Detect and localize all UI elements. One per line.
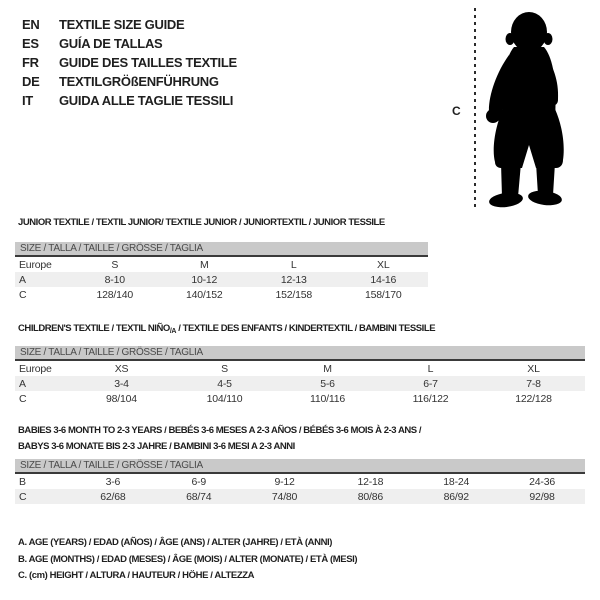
value-cell: 122/128 [515,392,552,405]
value-cell: 14-16 [338,272,428,287]
language-title-list: EN TEXTILE SIZE GUIDE ES GUÍA DE TALLAS … [22,15,237,110]
value-cell: 9-12 [274,475,295,488]
junior-section-title: JUNIOR TEXTILE / TEXTIL JUNIOR/ TEXTILE … [18,217,385,228]
value-cell: 86/92 [413,489,500,504]
language-code: DE [22,74,40,89]
value-cell: 18-24 [443,475,470,488]
row-label-cell: A [15,272,70,287]
language-row: IT GUIDA ALLE TAGLIE TESSILI [22,91,237,110]
footnote-c: C. (cm) HEIGHT / ALTURA / HAUTEUR / HÖHE… [18,570,255,581]
value-cell: XL [527,362,540,375]
language-code: ES [22,36,39,51]
table-row: Europe S M L XL [15,257,428,272]
value-cell: 152/158 [275,288,313,301]
footnotes: A. AGE (YEARS) / EDAD (AÑOS) / ÂGE (ANS)… [18,535,358,585]
value-cell: 10-12 [159,272,249,287]
babies-title-line2: BABYS 3-6 MONATE BIS 2-3 JAHRE / BAMBINI… [18,440,295,452]
table-row: C 128/140 140/152 152/158 158/170 [15,287,428,302]
value-cell: 80/86 [327,489,414,504]
row-label-cell: B [19,475,26,488]
value-cell: 8-10 [70,272,160,287]
language-code: IT [22,93,33,108]
value-cell: 128/140 [96,288,134,301]
value-cell: 24-36 [529,475,555,488]
language-row: DE TEXTILGRÖßENFÜHRUNG [22,72,237,91]
row-label-cell: C [15,489,70,504]
value-cell: 12-18 [357,475,384,488]
children-title-text: / TEXTILE DES ENFANTS / KINDERTEXTIL / B… [176,323,436,334]
language-code: EN [22,17,40,32]
babies-section-title: BABIES 3-6 MONTH TO 2-3 YEARS / BEBÉS 3-… [18,423,422,454]
value-cell: 116/122 [412,392,449,405]
table-row: A 8-10 10-12 12-13 14-16 [15,272,428,287]
height-measure-dotted-line [474,8,476,208]
value-cell: 3-6 [105,475,121,488]
value-cell: 74/80 [241,489,328,504]
value-cell: 104/110 [206,392,243,405]
language-row: FR GUIDE DES TAILLES TEXTILE [22,53,237,72]
baby-silhouette-icon [486,12,564,208]
children-title-text: CHILDREN'S TEXTILE / TEXTIL NIÑO [18,323,170,334]
value-cell: 3-4 [70,376,173,391]
table-row: A 3-4 4-5 5-6 6-7 7-8 [15,376,585,391]
value-cell: S [221,362,228,375]
footnote-b: B. AGE (MONTHS) / EDAD (MESES) / ÂGE (MO… [18,553,358,565]
table-row: C 98/104 104/110 110/116 116/122 122/128 [15,391,585,406]
junior-size-header-bar: SIZE / TALLA / TAILLE / GRÖSSE / TAGLIA [15,242,428,257]
row-label-cell: C [19,288,27,301]
row-label-cell: Europe [19,258,52,271]
value-cell: L [427,362,434,375]
value-cell: M [323,362,332,375]
junior-table-body: Europe S M L XL A 8-10 10-12 12-13 14-16 C 128/140 1… [15,257,428,302]
children-title-subscript: /A [169,328,177,335]
children-table: SIZE / TALLA / TAILLE / GRÖSSE / TAGLIA … [15,346,585,406]
language-title: GUÍA DE TALLAS [59,36,163,51]
value-cell: 6-7 [379,376,482,391]
row-label-cell: Europe [19,362,52,375]
babies-size-header-bar: SIZE / TALLA / TAILLE / GRÖSSE / TAGLIA [15,459,585,474]
footnote-a: A. AGE (YEARS) / EDAD (AÑOS) / ÂGE (ANS)… [18,537,333,548]
value-cell: XS [114,362,129,375]
value-cell: 4-5 [173,376,276,391]
value-cell: XL [377,258,390,271]
value-cell: 110/116 [310,392,345,405]
babies-table-body: B 3-6 6-9 9-12 12-18 18-24 24-36 C 62/68 68/74 74/… [15,474,585,504]
language-title: TEXTILGRÖßENFÜHRUNG [59,74,219,89]
value-cell: S [111,258,119,271]
value-cell: 6-9 [191,475,207,488]
value-cell: 5-6 [276,376,379,391]
value-cell: 158/170 [364,288,402,301]
value-cell: 92/98 [499,489,585,504]
junior-table: SIZE / TALLA / TAILLE / GRÖSSE / TAGLIA … [15,242,428,302]
value-cell: L [290,258,297,271]
value-cell: 62/68 [70,489,156,504]
table-row: Europe XS S M L XL [15,361,585,376]
value-cell: M [199,258,209,271]
children-section-title: CHILDREN'S TEXTILE / TEXTIL NIÑO/A / TEX… [18,321,436,340]
language-code: FR [22,55,39,70]
row-label-cell: C [19,392,27,405]
language-title: GUIDE DES TAILLES TEXTILE [59,55,237,70]
value-cell: 7-8 [482,376,585,391]
language-title: GUIDA ALLE TAGLIE TESSILI [59,93,234,108]
babies-table: SIZE / TALLA / TAILLE / GRÖSSE / TAGLIA … [15,459,585,504]
value-cell: 140/152 [185,288,223,301]
language-row: EN TEXTILE SIZE GUIDE [22,15,237,34]
row-label-cell: A [15,376,70,391]
babies-title-line1: BABIES 3-6 MONTH TO 2-3 YEARS / BEBÉS 3-… [18,425,422,436]
value-cell: 12-13 [249,272,339,287]
height-measure-label: C [452,104,461,118]
value-cell: 98/104 [106,392,137,405]
language-row: ES GUÍA DE TALLAS [22,34,237,53]
children-table-body: Europe XS S M L XL A 3-4 4-5 5-6 6-7 7-8 C 98/104 104/… [15,361,585,406]
table-row: B 3-6 6-9 9-12 12-18 18-24 24-36 [15,474,585,489]
table-row: C 62/68 68/74 74/80 80/86 86/92 92/98 [15,489,585,504]
children-size-header-bar: SIZE / TALLA / TAILLE / GRÖSSE / TAGLIA [15,346,585,361]
value-cell: 68/74 [155,489,242,504]
language-title: TEXTILE SIZE GUIDE [59,17,185,32]
